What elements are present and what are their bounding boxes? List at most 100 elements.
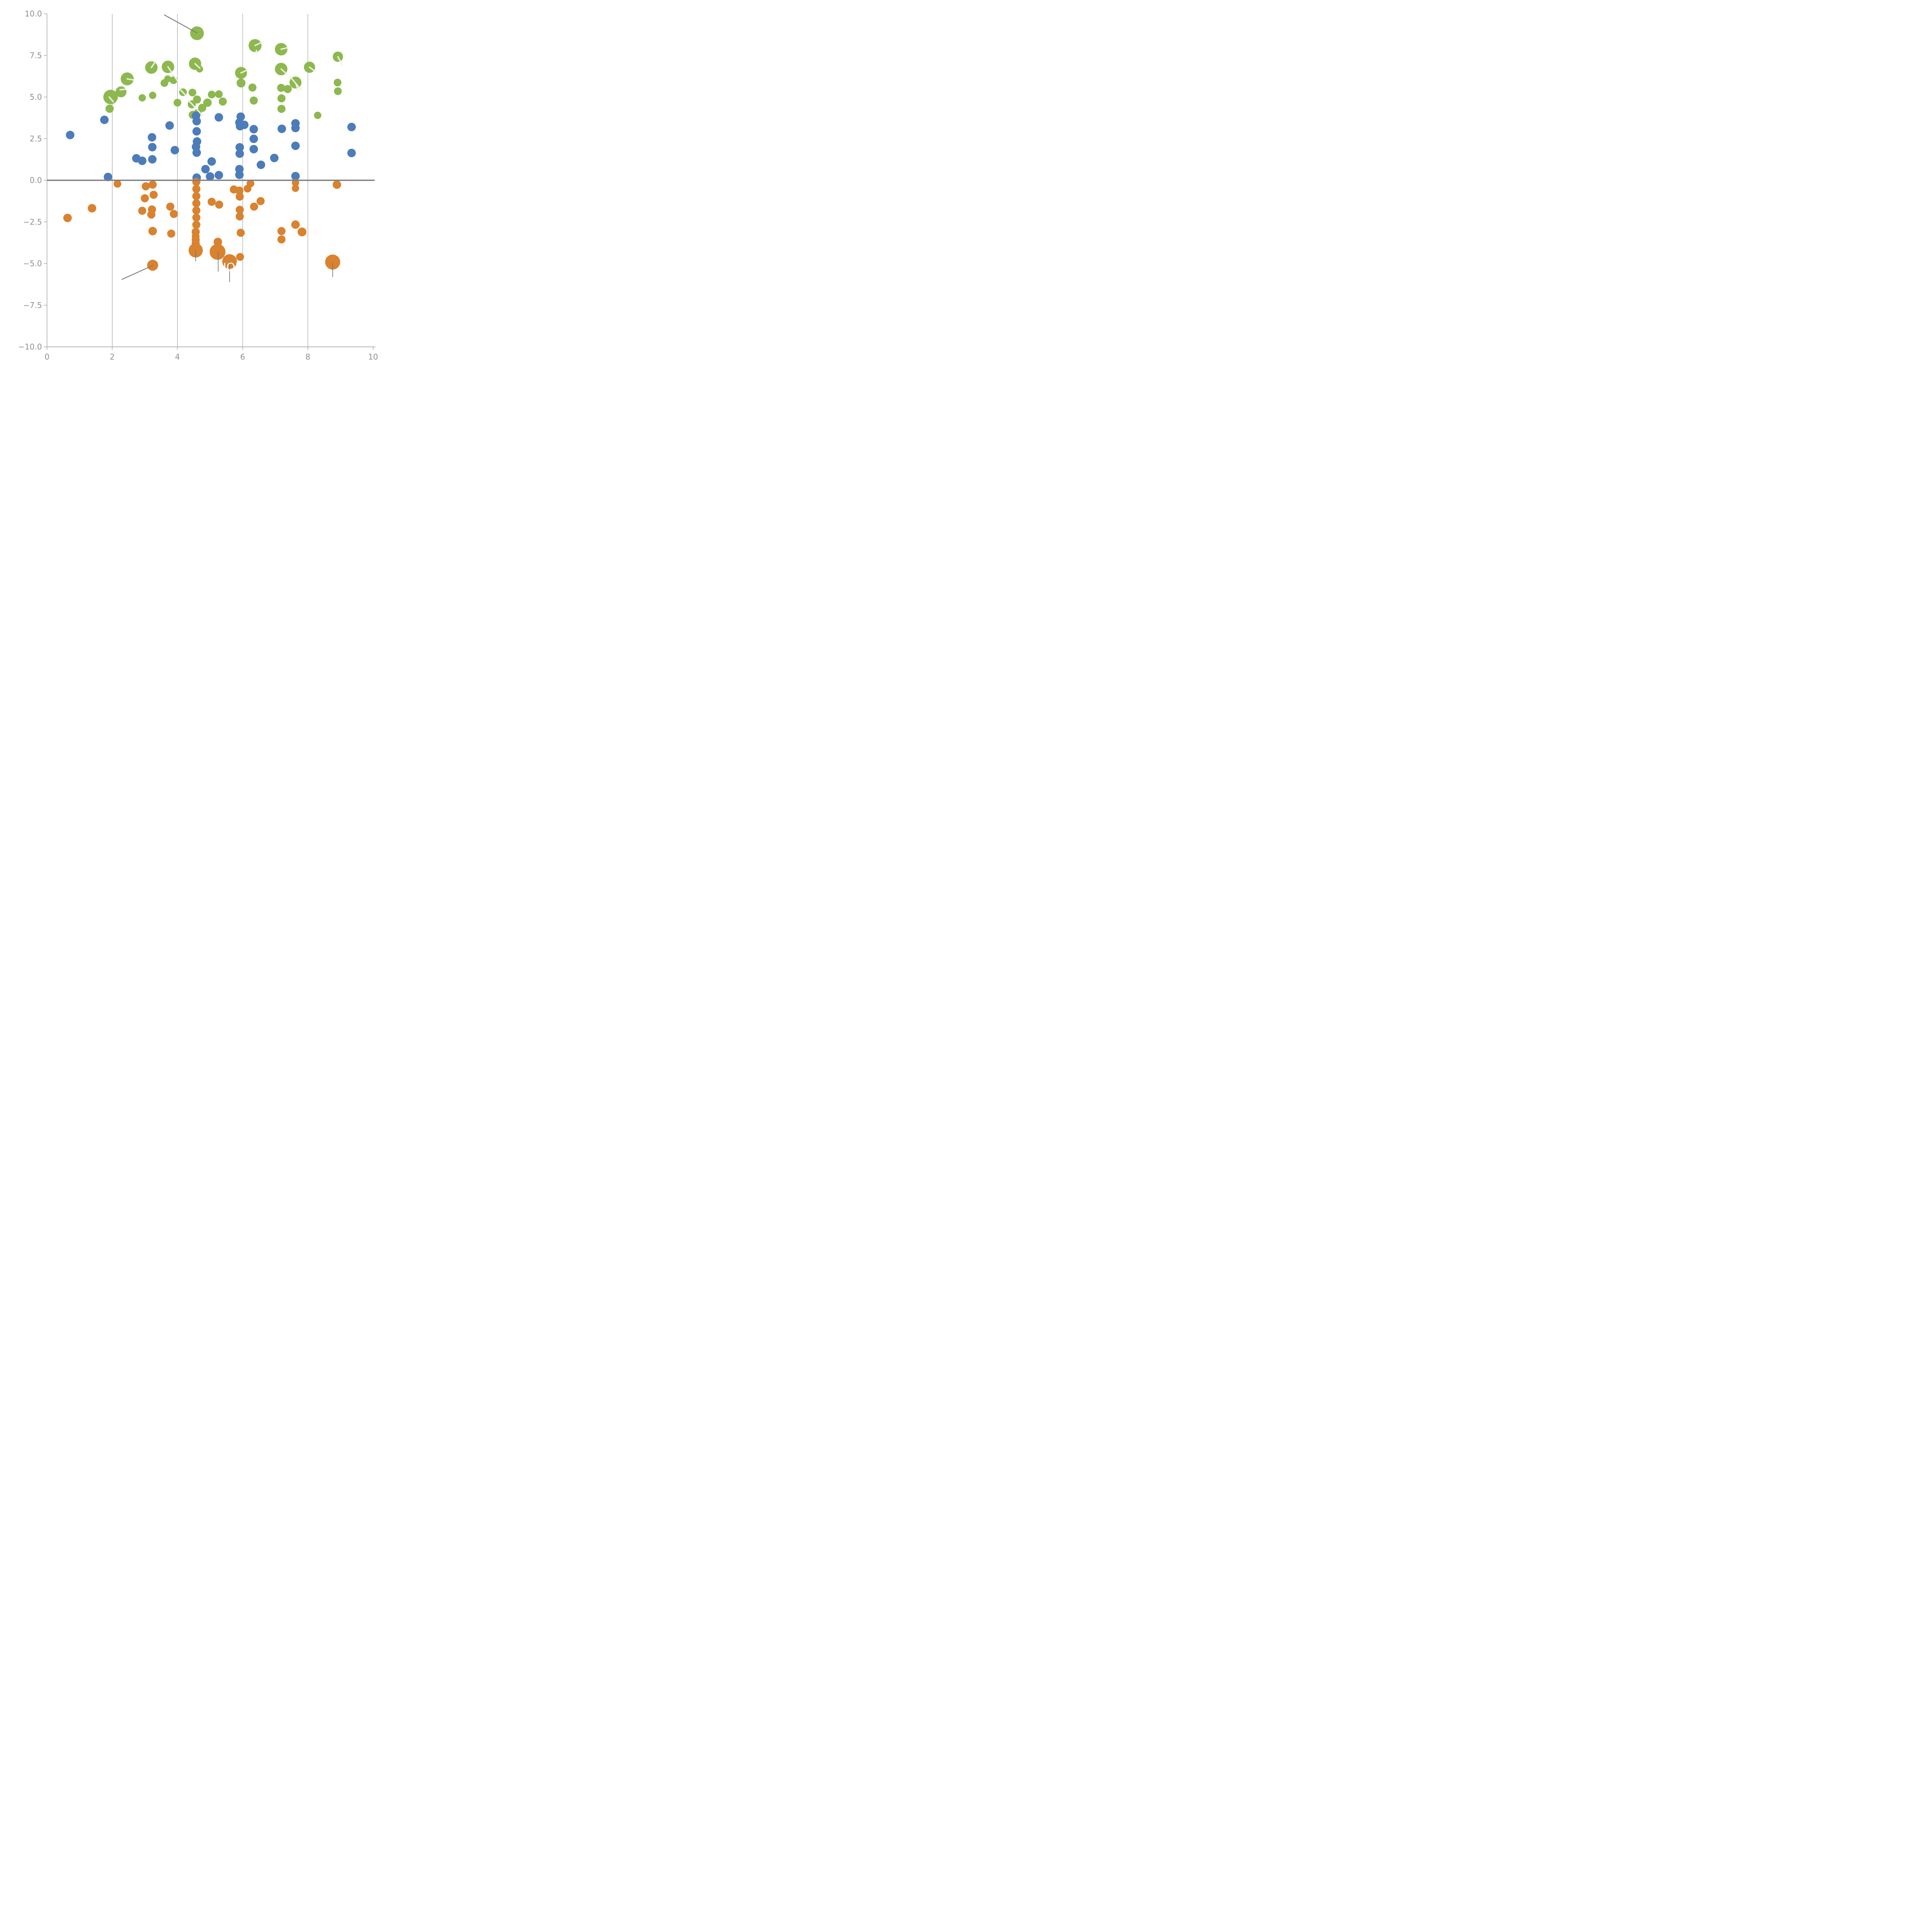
bubble-orange (141, 182, 150, 190)
bubble-orange (235, 206, 244, 214)
bubble-green (138, 94, 146, 102)
bubble-orange (256, 197, 265, 205)
bubble-green (283, 85, 292, 93)
bubble-blue (148, 133, 156, 142)
bubble-orange (148, 227, 157, 236)
bubble-green (115, 86, 127, 97)
bubble-orange (170, 210, 178, 218)
bubble-blue (347, 122, 356, 131)
y-tick-label--2.5: −2.5 (23, 217, 42, 226)
bubble-green (236, 78, 246, 88)
bubble-orange (236, 228, 245, 237)
bubble-green (250, 96, 258, 105)
bubble-green (105, 104, 114, 113)
x-tick-label-6: 6 (240, 352, 245, 362)
y-tick-label-2.5: 2.5 (30, 134, 42, 143)
bubble-blue (100, 116, 109, 124)
bubble-green (149, 92, 156, 99)
bubble-green (203, 98, 212, 107)
white-spoke-18 (196, 109, 204, 117)
bubble-orange (150, 190, 158, 199)
bubble-orange (215, 201, 223, 209)
x-tick-label-10: 10 (368, 352, 378, 362)
bubble-orange (148, 180, 157, 189)
white-spoke-6 (194, 63, 201, 69)
white-spoke-7 (254, 41, 264, 46)
bubble-orange (250, 202, 259, 211)
white-spoke-10 (280, 47, 289, 50)
bubble-orange (325, 254, 340, 270)
bubble-orange (192, 206, 201, 215)
bubble-green (333, 78, 342, 87)
bubble-blue (206, 172, 214, 181)
bubble-green (277, 105, 286, 113)
white-spoke-3 (126, 78, 134, 81)
bubble-green (173, 99, 182, 107)
bubble-green (219, 97, 227, 106)
bubble-orange (138, 206, 146, 215)
bubble-blue (235, 170, 244, 179)
bubble-blue (257, 160, 265, 169)
bubble-blue (148, 155, 157, 164)
bubble-orange (235, 212, 244, 221)
bubble-orange (277, 235, 286, 244)
bubble-green (215, 90, 223, 98)
bubble-blue (214, 113, 223, 122)
scatter-chart-canvas: IO7 10.0 7.5 5.0 2.5 0.0 −2.5 −5.0 −7.5 −10.00 2 4 6… (18, 9, 378, 362)
bubble-blue (249, 134, 258, 143)
bubble-orange (192, 221, 201, 229)
x-tick-label-2: 2 (110, 352, 115, 362)
bubble-orange (192, 185, 201, 193)
bubble-orange (247, 179, 255, 187)
bubble-blue (192, 117, 201, 126)
bubble-blue (165, 121, 174, 130)
white-spoke-4 (150, 61, 156, 68)
y-tick-label--7.5: −7.5 (23, 301, 42, 310)
white-spoke-13 (295, 82, 299, 91)
bubble-orange (213, 238, 222, 247)
bubble-orange (113, 180, 121, 188)
bubble-blue (207, 157, 216, 166)
bubble-blue (249, 125, 258, 134)
x-tick-label-8: 8 (305, 352, 310, 362)
bubble-orange (298, 227, 307, 236)
bubble-green (248, 83, 257, 92)
white-spoke-11 (280, 68, 288, 75)
white-spoke-14 (337, 56, 343, 66)
overlay-label: IO7 (223, 260, 242, 274)
y-tick-label-5: 5.0 (30, 92, 42, 102)
bubble-orange (147, 210, 156, 219)
y-tick-label-10: 10.0 (25, 9, 42, 19)
bubble-blue (138, 156, 147, 165)
bubble-orange (332, 180, 341, 189)
bubble-blue (347, 148, 356, 157)
white-spoke-9 (240, 69, 248, 74)
bubble-orange (236, 253, 244, 261)
bubble-blue (235, 149, 244, 158)
bubble-blue (170, 146, 179, 155)
bubble-orange (292, 184, 299, 192)
bubble-blue (214, 171, 223, 180)
bubble-green (277, 83, 286, 92)
annotation-line-2 (121, 265, 153, 280)
bubble-scatter-figure: IO7 10.0 7.5 5.0 2.5 0.0 −2.5 −5.0 −7.5 −10.0 0 2 4 6… (0, 0, 386, 386)
x-tick-label-0: 0 (44, 352, 49, 362)
bubble-orange (235, 192, 244, 201)
annotation-line-1 (164, 14, 197, 34)
bubble-orange (167, 230, 175, 238)
y-tick-label--5: −5.0 (23, 259, 42, 268)
bubble-green (170, 76, 178, 84)
bubble-green (164, 75, 171, 83)
white-spoke-15 (309, 66, 316, 72)
bubble-orange (292, 179, 299, 187)
bubble-orange (277, 227, 286, 235)
bubble-green (193, 95, 201, 104)
bubble-orange (63, 214, 72, 223)
bubble-orange (222, 254, 237, 269)
bubble-orange (88, 204, 97, 213)
bubble-green (277, 94, 286, 103)
y-tick-label-0: 0.0 (30, 176, 42, 185)
bubble-orange (166, 202, 175, 211)
bubble-blue (291, 172, 300, 180)
bubble-blue (270, 153, 279, 162)
